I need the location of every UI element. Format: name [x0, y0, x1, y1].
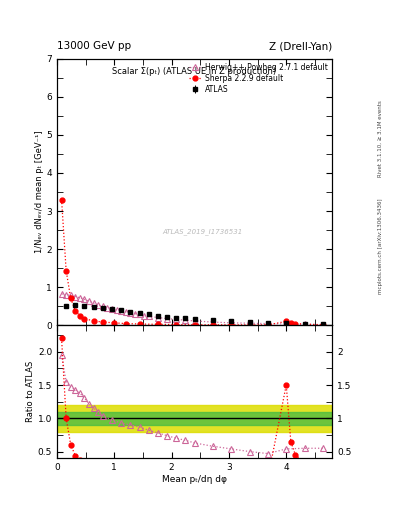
- Sherpa 2.2.9 default: [229, 322, 233, 328]
- Herwig++ Powheg 2.7.1 default: [266, 321, 270, 327]
- Sherpa 2.2.9 default: [266, 322, 270, 328]
- Herwig++ Powheg 2.7.1 default: [183, 317, 188, 323]
- Herwig++ Powheg 2.7.1 default: [110, 306, 114, 312]
- Sherpa 2.2.9 default: [77, 313, 82, 319]
- Herwig++ Powheg 2.7.1 default: [211, 319, 215, 325]
- Sherpa 2.2.9 default: [288, 320, 293, 326]
- Line: Sherpa 2.2.9 default: Sherpa 2.2.9 default: [59, 197, 325, 327]
- Herwig++ Powheg 2.7.1 default: [77, 295, 82, 301]
- Sherpa 2.2.9 default: [101, 319, 105, 325]
- Herwig++ Powheg 2.7.1 default: [114, 307, 119, 313]
- Herwig++ Powheg 2.7.1 default: [192, 318, 197, 324]
- Sherpa 2.2.9 default: [174, 322, 178, 328]
- Herwig++ Powheg 2.7.1 default: [321, 322, 325, 328]
- Herwig++ Powheg 2.7.1 default: [284, 321, 288, 327]
- Text: Scalar Σ(pₜ) (ATLAS UE in Z production): Scalar Σ(pₜ) (ATLAS UE in Z production): [112, 67, 277, 76]
- Sherpa 2.2.9 default: [91, 318, 96, 324]
- Herwig++ Powheg 2.7.1 default: [165, 315, 169, 322]
- Sherpa 2.2.9 default: [82, 315, 87, 322]
- Sherpa 2.2.9 default: [321, 322, 325, 328]
- Herwig++ Powheg 2.7.1 default: [73, 293, 78, 300]
- Sherpa 2.2.9 default: [137, 321, 142, 327]
- Herwig++ Powheg 2.7.1 default: [142, 312, 147, 318]
- Herwig++ Powheg 2.7.1 default: [87, 298, 92, 304]
- Sherpa 2.2.9 default: [156, 322, 160, 328]
- Sherpa 2.2.9 default: [293, 321, 298, 327]
- Herwig++ Powheg 2.7.1 default: [132, 311, 137, 317]
- X-axis label: Mean pₜ/dη dφ: Mean pₜ/dη dφ: [162, 475, 227, 484]
- Herwig++ Powheg 2.7.1 default: [229, 320, 233, 326]
- Herwig++ Powheg 2.7.1 default: [119, 308, 123, 314]
- Herwig++ Powheg 2.7.1 default: [105, 305, 110, 311]
- Herwig++ Powheg 2.7.1 default: [247, 320, 252, 326]
- Sherpa 2.2.9 default: [68, 295, 73, 302]
- Herwig++ Powheg 2.7.1 default: [123, 309, 128, 315]
- Y-axis label: 1/Nₑᵥ dNₑᵥ/d mean pₜ [GeV⁻¹]: 1/Nₑᵥ dNₑᵥ/d mean pₜ [GeV⁻¹]: [35, 131, 44, 253]
- Sherpa 2.2.9 default: [247, 322, 252, 328]
- Herwig++ Powheg 2.7.1 default: [68, 292, 73, 298]
- Sherpa 2.2.9 default: [284, 318, 288, 325]
- Text: mcplots.cern.ch [arXiv:1306.3436]: mcplots.cern.ch [arXiv:1306.3436]: [378, 198, 383, 293]
- Herwig++ Powheg 2.7.1 default: [82, 296, 87, 302]
- Herwig++ Powheg 2.7.1 default: [59, 291, 64, 297]
- Herwig++ Powheg 2.7.1 default: [137, 311, 142, 317]
- Herwig++ Powheg 2.7.1 default: [174, 316, 178, 323]
- Herwig++ Powheg 2.7.1 default: [146, 313, 151, 319]
- Sherpa 2.2.9 default: [59, 197, 64, 203]
- Herwig++ Powheg 2.7.1 default: [128, 310, 133, 316]
- Sherpa 2.2.9 default: [211, 322, 215, 328]
- Herwig++ Powheg 2.7.1 default: [156, 314, 160, 321]
- Text: ATLAS_2019_I1736531: ATLAS_2019_I1736531: [163, 228, 243, 236]
- Herwig++ Powheg 2.7.1 default: [64, 292, 68, 298]
- Herwig++ Powheg 2.7.1 default: [101, 304, 105, 310]
- Herwig++ Powheg 2.7.1 default: [96, 302, 101, 308]
- Sherpa 2.2.9 default: [192, 322, 197, 328]
- Herwig++ Powheg 2.7.1 default: [91, 300, 96, 306]
- Y-axis label: Ratio to ATLAS: Ratio to ATLAS: [26, 361, 35, 422]
- Line: Herwig++ Powheg 2.7.1 default: Herwig++ Powheg 2.7.1 default: [59, 291, 326, 327]
- Sherpa 2.2.9 default: [123, 321, 128, 327]
- Legend: Herwig++ Powheg 2.7.1 default, Sherpa 2.2.9 default, ATLAS: Herwig++ Powheg 2.7.1 default, Sherpa 2.…: [189, 62, 328, 94]
- Sherpa 2.2.9 default: [112, 320, 117, 326]
- Herwig++ Powheg 2.7.1 default: [302, 322, 307, 328]
- Sherpa 2.2.9 default: [64, 268, 68, 274]
- Sherpa 2.2.9 default: [73, 308, 78, 314]
- Text: Z (Drell-Yan): Z (Drell-Yan): [269, 41, 332, 51]
- Text: Rivet 3.1.10, ≥ 3.1M events: Rivet 3.1.10, ≥ 3.1M events: [378, 100, 383, 177]
- Text: 13000 GeV pp: 13000 GeV pp: [57, 41, 131, 51]
